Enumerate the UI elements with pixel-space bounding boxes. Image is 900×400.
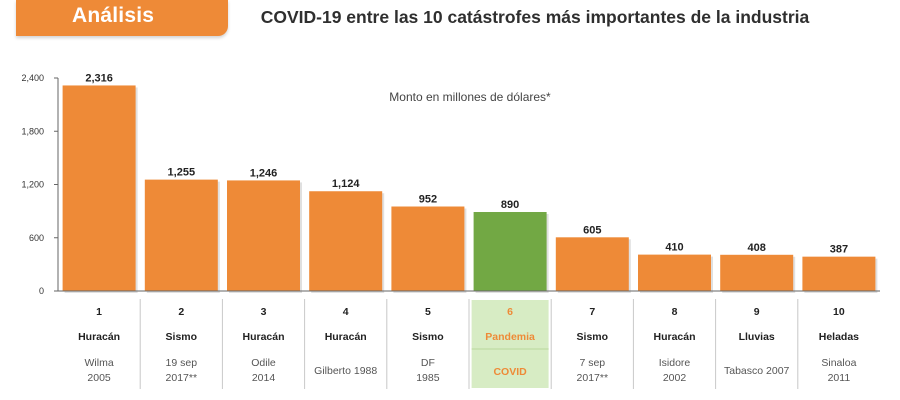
bar-value-label: 952 [419, 194, 437, 206]
category-type: Huracán [653, 331, 695, 343]
category-detail: Odile [251, 357, 276, 369]
bar-value-label: 1,255 [168, 167, 196, 179]
category-type: Pandemia [485, 331, 535, 343]
category-detail: COVID [493, 366, 527, 378]
section-tag: Análisis [16, 0, 228, 36]
chart-title: COVID-19 entre las 10 catástrofes más im… [260, 7, 810, 27]
category-detail: 1985 [416, 372, 440, 384]
bar [720, 254, 794, 291]
category-type: Sismo [166, 331, 198, 343]
category-detail: 19 sep [166, 357, 198, 369]
category-rank: 2 [178, 306, 184, 318]
bar [391, 206, 465, 291]
category-type: Huracán [242, 331, 284, 343]
bar-value-label: 408 [748, 242, 766, 254]
category-detail: 7 sep [579, 357, 605, 369]
y-tick-label: 1,800 [21, 126, 44, 136]
highlight-column-bg [471, 300, 549, 388]
category-rank: 7 [589, 306, 595, 318]
category-rank: 10 [833, 306, 845, 318]
bar [62, 85, 136, 291]
bar-value-label: 387 [830, 244, 848, 256]
category-detail: DF [421, 357, 435, 369]
bar [144, 179, 218, 291]
category-rank: 6 [507, 306, 513, 318]
bar-value-label: 1,124 [332, 178, 360, 190]
category-type: Heladas [819, 331, 859, 343]
bar [227, 180, 300, 291]
category-detail: Tabasco 2007 [724, 365, 790, 377]
section-tag-label: Análisis [72, 4, 155, 27]
bar-value-label: 2,316 [85, 72, 113, 84]
bar [473, 212, 547, 291]
category-rank: 3 [261, 306, 267, 318]
category-detail: Wilma [85, 357, 114, 369]
category-rank: 9 [754, 306, 760, 318]
category-rank: 8 [672, 306, 678, 318]
bar [555, 237, 629, 291]
category-type: Sismo [412, 331, 444, 343]
bar [638, 254, 711, 291]
bar-value-label: 410 [665, 242, 683, 254]
bar [309, 191, 383, 291]
category-type: Sismo [577, 331, 609, 343]
bar [802, 256, 876, 291]
category-detail: 2005 [87, 372, 111, 384]
bar-value-label: 890 [501, 199, 519, 211]
category-detail: Gilberto 1988 [314, 365, 377, 377]
category-type: Huracán [78, 331, 120, 343]
y-tick-label: 600 [29, 233, 44, 243]
category-detail: Sinaloa [821, 357, 856, 369]
category-detail: 2002 [663, 372, 687, 384]
y-tick-label: 0 [39, 286, 44, 296]
category-type: Lluvias [739, 331, 775, 343]
category-rank: 1 [96, 306, 102, 318]
category-rank: 4 [343, 306, 349, 318]
category-detail: 2017** [577, 372, 609, 384]
category-type: Huracán [325, 331, 367, 343]
y-tick-label: 2,400 [21, 73, 44, 83]
bar-value-label: 1,246 [250, 167, 278, 179]
category-detail: 2011 [828, 372, 851, 384]
category-detail: Isidore [659, 357, 691, 369]
bar-value-label: 605 [583, 224, 601, 236]
y-tick-label: 1,200 [21, 180, 44, 190]
chart-subtitle: Monto en millones de dólares* [389, 90, 551, 104]
category-detail: 2014 [252, 372, 276, 384]
category-rank: 5 [425, 306, 431, 318]
category-detail: 2017** [166, 372, 198, 384]
